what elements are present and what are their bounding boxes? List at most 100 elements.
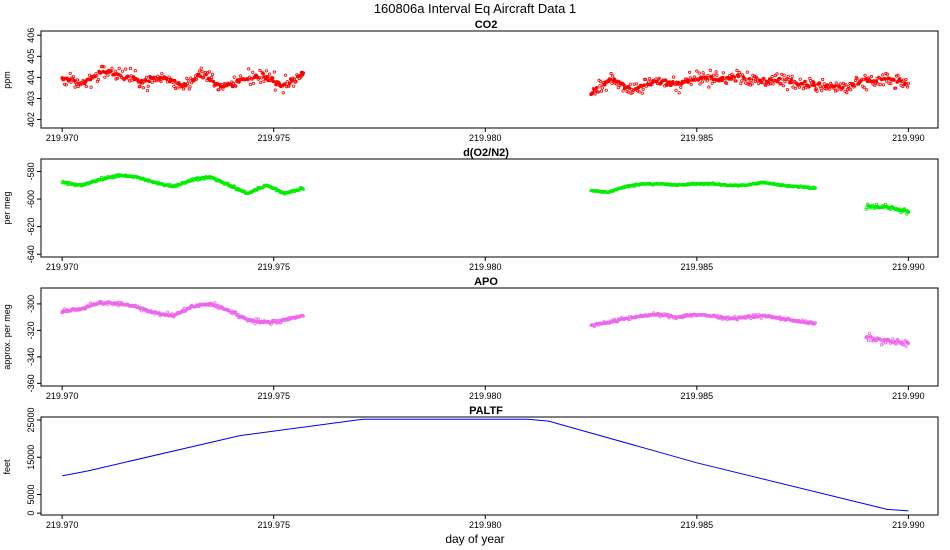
o2n2-data-point bbox=[301, 187, 305, 191]
co2-data-point bbox=[117, 66, 121, 71]
co2-data-point bbox=[865, 88, 869, 92]
co2-data-point bbox=[885, 72, 890, 76]
co2-data-point bbox=[732, 75, 737, 79]
co2-data-point bbox=[69, 80, 73, 84]
co2-data-point bbox=[780, 77, 785, 81]
co2-data-point bbox=[72, 78, 76, 83]
co2-data-point bbox=[594, 86, 599, 90]
apo-data-point bbox=[215, 303, 219, 308]
co2-data-point bbox=[251, 81, 256, 86]
co2-data-point bbox=[791, 85, 795, 89]
co2-data-point bbox=[837, 85, 842, 89]
co2-data-point bbox=[250, 77, 254, 81]
co2-data-point bbox=[853, 84, 857, 88]
co2-data-point bbox=[609, 71, 613, 76]
co2-data-point bbox=[844, 83, 848, 87]
o2n2-x-tick-label: 219.980 bbox=[469, 262, 502, 272]
co2-y-tick-label: 403 bbox=[26, 91, 36, 106]
paltf-plot-frame bbox=[40, 416, 939, 516]
co2-data-point bbox=[706, 73, 710, 78]
co2-data-point bbox=[832, 84, 837, 88]
co2-data-point bbox=[599, 89, 604, 93]
co2-data-point bbox=[199, 66, 203, 70]
co2-data-point bbox=[71, 75, 76, 79]
co2-data-point bbox=[246, 78, 250, 82]
co2-data-point bbox=[811, 80, 816, 85]
co2-data-point bbox=[267, 76, 271, 80]
co2-data-point bbox=[627, 90, 631, 94]
apo-data-point bbox=[140, 309, 144, 313]
o2n2-x-tick-label: 219.985 bbox=[681, 262, 714, 272]
apo-x-tick-label: 219.980 bbox=[469, 391, 502, 401]
co2-data-point bbox=[283, 73, 288, 77]
co2-data-point bbox=[739, 82, 743, 86]
co2-data-point bbox=[828, 87, 832, 91]
co2-data-point bbox=[194, 77, 198, 81]
co2-data-point bbox=[745, 70, 749, 74]
apo-data-point bbox=[883, 341, 888, 345]
apo-x-tick-label: 219.975 bbox=[257, 391, 290, 401]
paltf-x-tick-label: 219.970 bbox=[46, 520, 79, 530]
co2-data-point bbox=[259, 76, 264, 80]
co2-data-point bbox=[643, 77, 648, 82]
paltf-x-tick-label: 219.985 bbox=[681, 520, 714, 530]
co2-data-point bbox=[892, 78, 896, 82]
co2-data-point bbox=[863, 73, 867, 78]
co2-data-point bbox=[62, 82, 67, 86]
co2-data-point bbox=[775, 72, 779, 76]
apo-data-point bbox=[256, 317, 260, 321]
co2-data-point bbox=[173, 86, 178, 91]
co2-data-point bbox=[714, 70, 718, 74]
co2-data-point bbox=[674, 88, 678, 92]
co2-data-point bbox=[258, 68, 262, 73]
co2-data-point bbox=[855, 76, 859, 81]
o2n2-y-axis-label: per meg bbox=[2, 191, 12, 224]
co2-data-point bbox=[692, 75, 697, 79]
paltf-y-tick-label: 5000 bbox=[26, 484, 36, 504]
co2-data-point bbox=[803, 79, 807, 84]
co2-data-point bbox=[100, 64, 105, 68]
apo-data-point bbox=[666, 312, 670, 316]
co2-data-point bbox=[635, 82, 639, 86]
co2-data-point bbox=[689, 82, 693, 87]
apo-data-point bbox=[867, 331, 871, 336]
apo-data-point bbox=[279, 320, 283, 325]
co2-data-point bbox=[210, 75, 214, 80]
apo-data-point bbox=[301, 314, 305, 318]
co2-data-point bbox=[807, 85, 811, 89]
co2-data-point bbox=[292, 84, 296, 88]
co2-data-point bbox=[740, 79, 744, 83]
co2-data-point bbox=[141, 86, 145, 90]
apo-data-point bbox=[253, 322, 257, 326]
co2-data-point bbox=[797, 85, 802, 89]
co2-data-point bbox=[262, 79, 266, 83]
co2-panel-title: CO2 bbox=[475, 19, 498, 31]
co2-data-point bbox=[596, 90, 600, 94]
apo-data-point bbox=[891, 337, 895, 341]
co2-data-point bbox=[87, 73, 92, 77]
co2-data-point bbox=[615, 82, 619, 86]
co2-data-point bbox=[144, 78, 148, 83]
co2-y-tick-label: 402 bbox=[26, 112, 36, 127]
o2n2-y-tick-label: -580 bbox=[26, 162, 36, 180]
co2-data-point bbox=[124, 67, 128, 71]
co2-data-point bbox=[906, 81, 911, 85]
co2-data-point bbox=[271, 79, 276, 84]
co2-data-point bbox=[593, 92, 597, 96]
co2-data-point bbox=[752, 74, 757, 78]
co2-data-point bbox=[272, 70, 276, 74]
apo-data-point bbox=[213, 301, 217, 305]
co2-y-tick-label: 406 bbox=[26, 28, 36, 43]
co2-data-point bbox=[793, 86, 798, 91]
co2-data-point bbox=[200, 70, 204, 74]
co2-data-point bbox=[728, 74, 732, 78]
co2-data-point bbox=[299, 75, 303, 79]
co2-data-point bbox=[715, 73, 719, 77]
apo-y-tick-label: -340 bbox=[26, 348, 36, 366]
co2-data-point bbox=[896, 73, 900, 77]
paltf-y-axis-label: feet bbox=[2, 459, 12, 475]
co2-data-point bbox=[248, 82, 252, 87]
co2-data-point bbox=[109, 69, 113, 73]
co2-data-point bbox=[145, 75, 149, 79]
apo-y-tick-label: -320 bbox=[26, 321, 36, 339]
